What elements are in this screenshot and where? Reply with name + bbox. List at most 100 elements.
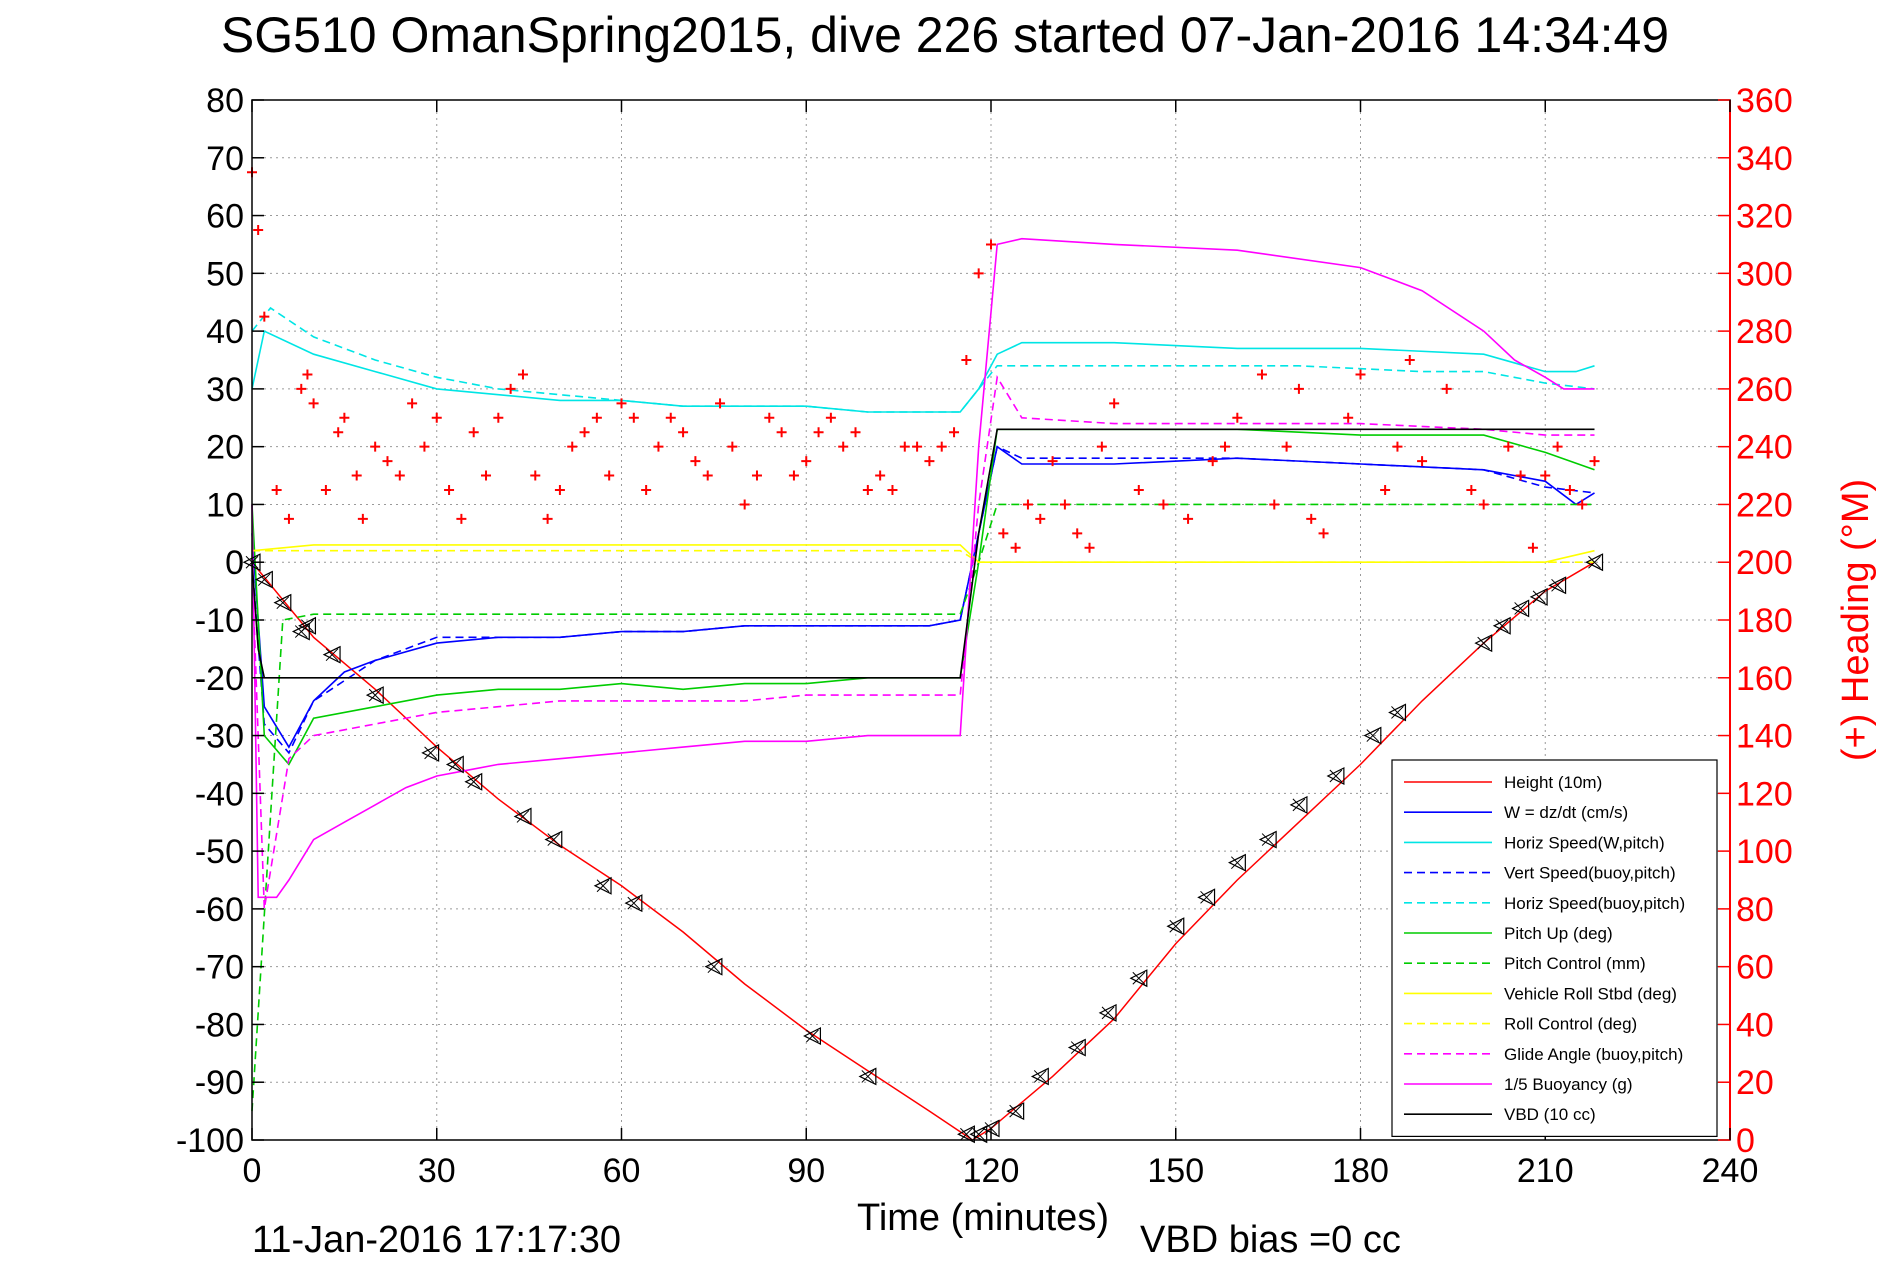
series-line bbox=[251, 503, 1595, 1112]
markers-group bbox=[242, 167, 1604, 1144]
depth-marker bbox=[803, 1027, 822, 1045]
heading-point bbox=[641, 485, 652, 495]
heading-point bbox=[1158, 499, 1169, 510]
heading-point bbox=[554, 485, 565, 495]
heading-point bbox=[912, 441, 923, 452]
legend-entry: W = dz/dt (cm/s) bbox=[1504, 803, 1628, 822]
heading-point bbox=[788, 470, 799, 481]
x-tick-label: 90 bbox=[787, 1152, 825, 1190]
right-tick-label: 200 bbox=[1736, 544, 1793, 582]
heading-point bbox=[1133, 485, 1144, 495]
depth-marker bbox=[1227, 853, 1246, 872]
depth-marker-x bbox=[806, 1029, 819, 1043]
heading-point bbox=[813, 427, 824, 438]
heading-point bbox=[1293, 383, 1304, 394]
legend: Height (10m) W = dz/dt (cm/s) Horiz Speed(… bbox=[1391, 759, 1718, 1137]
heading-point bbox=[1540, 470, 1551, 481]
heading-point bbox=[1281, 441, 1292, 452]
depth-marker bbox=[322, 645, 341, 664]
left-tick-label: -70 bbox=[195, 949, 244, 987]
heading-point bbox=[604, 470, 615, 481]
heading-point bbox=[628, 412, 639, 423]
heading-point bbox=[394, 470, 405, 481]
heading-point bbox=[973, 268, 984, 279]
heading-point bbox=[665, 412, 676, 423]
heading-point bbox=[1096, 441, 1107, 452]
depth-marker bbox=[1529, 587, 1548, 606]
heading-point bbox=[1207, 456, 1218, 467]
series-line bbox=[251, 329, 1595, 413]
heading-point bbox=[320, 485, 331, 495]
right-tick-label: 300 bbox=[1736, 255, 1793, 293]
depth-marker-x bbox=[276, 596, 290, 610]
depth-marker bbox=[957, 1125, 975, 1144]
depth-marker bbox=[1511, 599, 1530, 618]
heading-point bbox=[1552, 441, 1563, 452]
depth-marker bbox=[1166, 917, 1185, 936]
legend-entry: Horiz Speed(buoy,pitch) bbox=[1504, 894, 1685, 913]
heading-point bbox=[579, 427, 590, 438]
heading-point bbox=[591, 412, 602, 423]
depth-marker-x bbox=[1514, 602, 1527, 615]
legend-entry: Pitch Up (deg) bbox=[1504, 924, 1613, 943]
depth-marker bbox=[544, 830, 563, 849]
left-tick-label: 0 bbox=[225, 544, 244, 582]
depth-marker-x bbox=[1101, 1006, 1115, 1020]
heading-point bbox=[419, 441, 430, 452]
heading-point bbox=[838, 441, 849, 452]
heading-point bbox=[616, 398, 627, 409]
depth-marker-x bbox=[1477, 636, 1491, 650]
heading-point bbox=[308, 398, 319, 409]
depth-marker bbox=[1197, 888, 1216, 907]
depth-marker bbox=[464, 772, 483, 791]
heading-point bbox=[850, 427, 861, 438]
heading-point bbox=[1589, 456, 1600, 467]
footer-vbd-bias: VBD bias =0 cc bbox=[1140, 1219, 1401, 1261]
heading-point bbox=[1404, 355, 1415, 365]
depth-marker-x bbox=[1033, 1070, 1047, 1083]
depth-marker bbox=[298, 616, 317, 635]
depth-marker bbox=[1030, 1067, 1049, 1086]
heading-point bbox=[468, 427, 479, 438]
left-tick-label: 50 bbox=[206, 255, 244, 293]
series-line bbox=[251, 561, 1595, 1141]
left-tick-label: -100 bbox=[176, 1122, 244, 1160]
depth-marker-x bbox=[861, 1070, 875, 1083]
depth-marker bbox=[1585, 553, 1604, 572]
heading-point bbox=[1527, 542, 1538, 553]
depth-marker bbox=[1492, 616, 1511, 635]
footer-timestamp: 11-Jan-2016 17:17:30 bbox=[252, 1219, 621, 1261]
x-tick-label: 180 bbox=[1332, 1152, 1389, 1190]
depth-marker-x bbox=[1132, 971, 1146, 985]
depth-marker-x bbox=[448, 758, 462, 771]
legend-entry: Pitch Control (mm) bbox=[1504, 954, 1646, 973]
heading-point bbox=[1564, 485, 1575, 495]
right-axis-label: (+) Heading (°M) bbox=[1835, 479, 1877, 761]
right-tick-label: 80 bbox=[1736, 891, 1774, 929]
heading-point bbox=[370, 441, 381, 452]
heading-point bbox=[1072, 528, 1083, 539]
depth-marker bbox=[858, 1067, 877, 1086]
heading-point bbox=[998, 528, 1009, 539]
heading-point bbox=[530, 470, 541, 481]
left-tick-label: -20 bbox=[195, 660, 244, 698]
heading-point bbox=[1269, 499, 1280, 510]
heading-point bbox=[351, 470, 362, 481]
heading-point bbox=[493, 412, 504, 423]
series-line bbox=[251, 544, 1595, 564]
depth-marker bbox=[1098, 1003, 1117, 1022]
heading-point bbox=[1010, 542, 1021, 553]
heading-point bbox=[567, 441, 578, 452]
heading-point bbox=[727, 441, 738, 452]
heading-point bbox=[1355, 369, 1366, 380]
depth-marker-x bbox=[1169, 919, 1183, 933]
heading-point bbox=[253, 225, 264, 235]
heading-point bbox=[407, 398, 418, 409]
heading-point bbox=[542, 513, 553, 524]
depth-marker-x bbox=[1532, 590, 1546, 604]
series-line bbox=[251, 428, 1595, 766]
series-line bbox=[251, 374, 1595, 910]
heading-point bbox=[1047, 456, 1058, 467]
right-tick-label: 60 bbox=[1736, 949, 1774, 987]
heading-point bbox=[271, 485, 282, 495]
